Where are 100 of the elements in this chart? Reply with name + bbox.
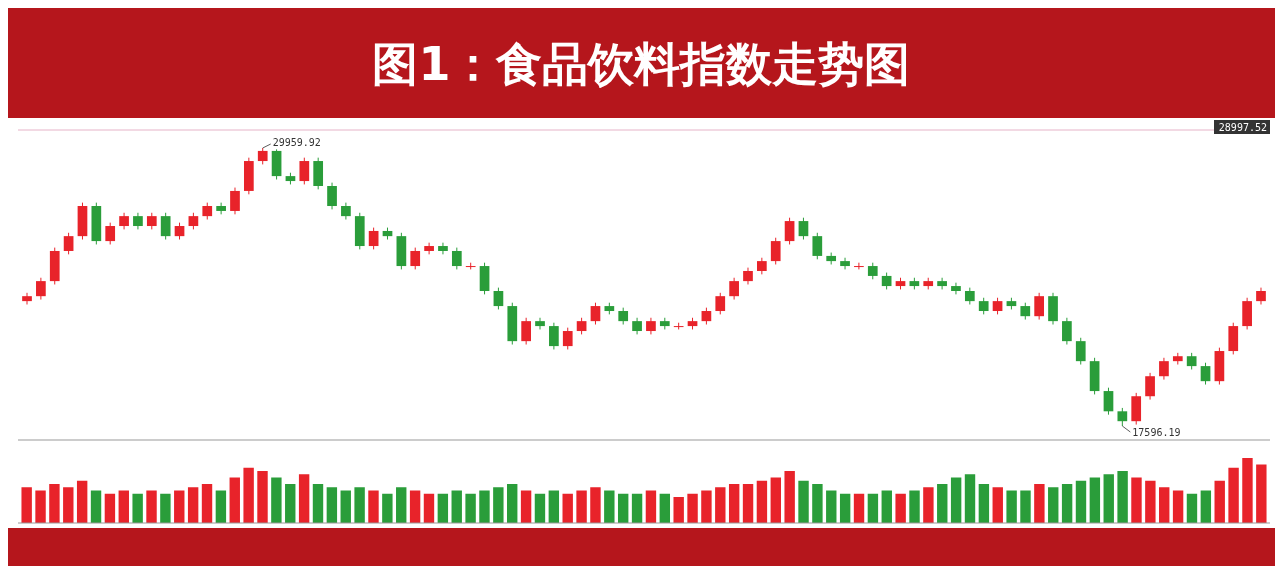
bar (1242, 458, 1253, 523)
bar (770, 477, 781, 523)
bar (160, 493, 171, 523)
bar (562, 493, 573, 523)
bar (35, 490, 46, 523)
candlestick (1062, 317, 1072, 346)
candlestick (1159, 357, 1169, 381)
bar (881, 490, 892, 523)
candlestick (327, 182, 337, 210)
bar (368, 490, 379, 523)
bar (687, 493, 698, 523)
bar (174, 490, 185, 523)
bar (63, 487, 74, 523)
bar (312, 484, 324, 523)
bar (617, 493, 629, 523)
candlestick (368, 227, 379, 250)
bar (1075, 480, 1087, 523)
bar (132, 493, 143, 523)
bar (1048, 487, 1059, 523)
candlestick (36, 277, 46, 301)
candlestick (729, 277, 739, 301)
bar (590, 487, 601, 523)
candlestick (1200, 362, 1211, 386)
bar (1159, 487, 1170, 523)
bar (992, 487, 1003, 523)
candlestick (937, 277, 947, 290)
bar (1034, 484, 1045, 523)
bar (1117, 471, 1128, 523)
candlestick (230, 187, 240, 215)
candlestick (1145, 372, 1155, 401)
bar (520, 490, 532, 523)
bar (1103, 474, 1114, 523)
candlestick (840, 257, 850, 270)
bar (1256, 464, 1267, 523)
candlestick (63, 232, 74, 255)
candlestick (812, 232, 823, 260)
candlestick (562, 327, 573, 350)
bar (118, 490, 129, 523)
candlestick (951, 282, 961, 295)
bar (326, 487, 338, 523)
bar (923, 487, 934, 523)
bar (229, 477, 240, 523)
candlestick (1103, 387, 1114, 416)
bar (382, 493, 393, 523)
bar (437, 493, 449, 523)
bar (631, 493, 643, 523)
bar (839, 493, 851, 523)
bar (409, 490, 421, 523)
bar (534, 493, 546, 523)
bar (576, 490, 587, 523)
candlestick (854, 262, 864, 270)
bar (1200, 490, 1212, 523)
bar (1214, 480, 1225, 523)
bar (340, 490, 351, 523)
bar (187, 487, 199, 523)
candlestick (535, 317, 545, 330)
bar (451, 490, 462, 523)
bar (978, 484, 990, 523)
bar (701, 490, 712, 523)
bar (673, 497, 684, 523)
bar (742, 484, 754, 523)
candlestick (784, 217, 795, 245)
candlestick (715, 292, 726, 315)
bar (271, 477, 282, 523)
bar (1131, 477, 1142, 523)
bar (964, 474, 976, 523)
bar (423, 493, 435, 523)
bar (826, 490, 837, 523)
bar (257, 471, 268, 523)
bar (298, 474, 310, 523)
bar (201, 484, 213, 523)
candlestick (410, 247, 421, 270)
bar (90, 490, 102, 523)
candlestick (770, 237, 781, 265)
bar (1186, 493, 1198, 523)
bar (146, 490, 157, 523)
bar (812, 484, 823, 523)
candlestick (590, 302, 601, 326)
candlestick (1117, 407, 1128, 427)
candlestick (438, 242, 448, 255)
bar (1145, 480, 1156, 523)
candlestick (216, 202, 226, 215)
candlestick (798, 217, 809, 241)
candlestick (521, 317, 531, 346)
bar (895, 493, 906, 523)
bar (867, 493, 879, 523)
bar (798, 480, 809, 523)
chart-title: 图1：食品饮料指数走势图 (372, 37, 911, 91)
bar (21, 487, 32, 523)
bar (396, 487, 407, 523)
bar (493, 487, 504, 523)
bar (659, 493, 671, 523)
candlestick (493, 287, 504, 310)
candlestick (299, 157, 310, 185)
text: 17596.19 (1132, 427, 1181, 438)
bar (215, 490, 227, 523)
bar (548, 490, 560, 523)
candlestick (549, 322, 559, 350)
bar (1089, 477, 1101, 523)
candlestick (160, 212, 171, 241)
